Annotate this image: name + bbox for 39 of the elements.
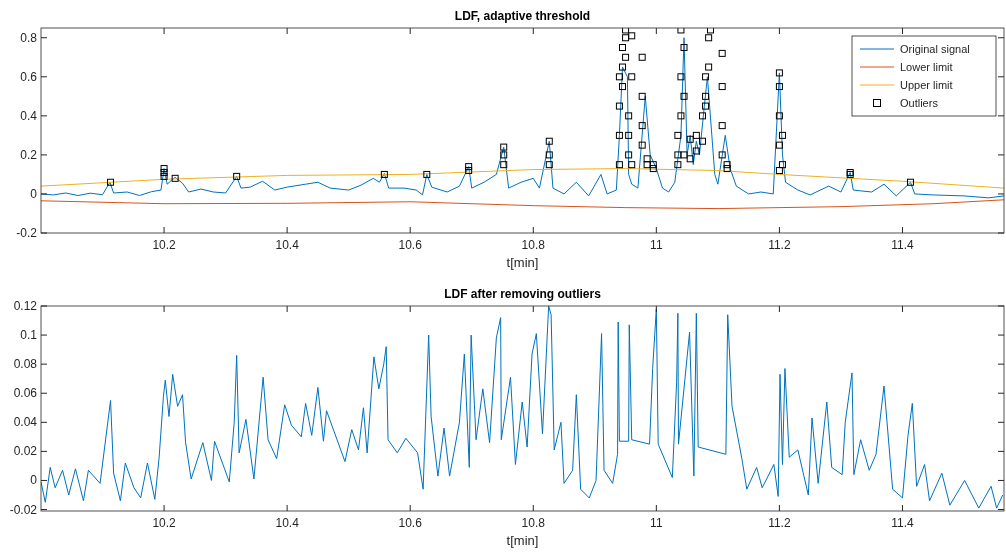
x-tick-label: 11.4	[891, 238, 915, 252]
legend-label: Outliers	[900, 97, 939, 109]
x-tick-label: 11.4	[891, 516, 915, 530]
line-series	[41, 199, 1004, 210]
y-tick-label: 0	[30, 186, 38, 201]
y-tick-label: 0.06	[13, 386, 38, 401]
y-tick-label: 0.8	[20, 30, 38, 45]
chart-title: LDF, adaptive threshold	[454, 9, 591, 23]
x-tick-label: 11	[650, 516, 663, 530]
x-tick-label: 10.8	[521, 238, 546, 252]
x-tick-label: 10.6	[398, 238, 423, 252]
y-tick-label: 0.1	[20, 328, 38, 343]
y-tick-label: 0.02	[13, 444, 38, 459]
line-series	[41, 168, 1004, 189]
x-tick-label: 10.2	[152, 238, 177, 252]
y-tick-label: 0.2	[20, 147, 38, 162]
y-tick-label: 0.04	[13, 415, 38, 430]
y-tick-label: -0.02	[9, 502, 38, 517]
y-tick-label: 0.6	[20, 69, 38, 84]
y-tick-label: 0	[30, 473, 38, 488]
x-tick-label: 10.6	[398, 516, 423, 530]
x-tick-label: 10.8	[521, 516, 546, 530]
legend-label: Lower limit	[900, 61, 953, 73]
legend-label: Original signal	[900, 43, 970, 55]
x-tick-label: 10.2	[152, 516, 177, 530]
x-axis-title: t[min]	[506, 255, 539, 270]
line-series	[41, 306, 1004, 509]
chart-title: LDF after removing outliers	[444, 287, 602, 301]
y-tick-label: 0.12	[13, 299, 38, 313]
y-tick-label: -0.2	[16, 226, 38, 240]
y-tick-label: 0.4	[20, 108, 38, 123]
x-tick-label: 11	[650, 238, 663, 252]
legend-label: Upper limit	[900, 79, 953, 91]
x-tick-label: 10.4	[275, 516, 300, 530]
y-tick-label: 0.08	[13, 357, 38, 372]
x-tick-label: 10.4	[275, 238, 300, 252]
x-tick-label: 11.2	[768, 238, 791, 252]
x-tick-label: 11.2	[768, 516, 791, 530]
x-axis-title: t[min]	[506, 533, 539, 548]
